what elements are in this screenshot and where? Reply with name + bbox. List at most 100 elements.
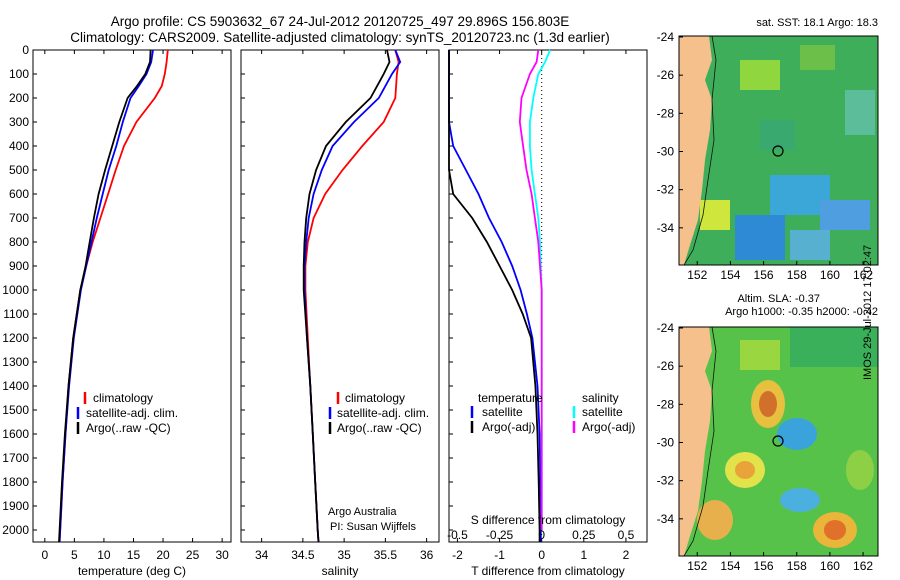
- x-tick-label: 1: [580, 548, 587, 562]
- sla-patch: [740, 340, 780, 370]
- lat-tick-label: -28: [657, 106, 675, 120]
- sst-map-land: [679, 36, 712, 265]
- sla-title-1: Altim. SLA: -0.37: [737, 293, 820, 305]
- depth-tick-label: 1200: [2, 331, 29, 345]
- depth-tick-label: 0: [22, 43, 29, 57]
- lat-tick-label: -34: [657, 512, 675, 526]
- argo-location-marker: [772, 145, 784, 157]
- series-line-satellite-adj-clim-: [58, 49, 154, 543]
- series-line-salinity-argo-adj-: [518, 49, 543, 530]
- x-tick-label: 34: [255, 548, 269, 562]
- difference-series: [448, 49, 551, 542]
- x-tick-label: 30: [215, 548, 229, 562]
- depth-tick-label: 300: [9, 115, 29, 129]
- sla-lon-axis: 152 154 156 158 160 162: [687, 552, 873, 573]
- lat-tick-label: -32: [657, 474, 675, 488]
- legend-label-t-satellite: satellite: [482, 405, 523, 419]
- legend-label-s-argo: Argo(-adj): [582, 420, 635, 434]
- depth-tick-label: 400: [9, 139, 29, 153]
- lon-tick-label: 160: [820, 559, 840, 573]
- sla-patch: [735, 461, 755, 479]
- s-diff-tick-label: -0.25: [486, 528, 514, 542]
- depth-tick-label: 1800: [2, 475, 29, 489]
- x-tick-label: -2: [452, 548, 463, 562]
- x-tick-label: 0: [41, 548, 48, 562]
- sla-patch: [759, 391, 777, 417]
- imos-timestamp: IMOS 29-Jul-2012 17:02:47: [862, 244, 874, 380]
- salinity-difference-x-axis: -0.5 -0.25 0 0.25 0.5: [447, 528, 635, 542]
- legend-label-satellite: satellite-adj. clim.: [86, 406, 178, 420]
- title-line-1: Argo profile: CS 5903632_67 24-Jul-2012 …: [111, 14, 570, 29]
- lon-tick-label: 158: [787, 268, 807, 282]
- series-line-climatology: [58, 49, 169, 543]
- lon-tick-label: 162: [853, 559, 873, 573]
- temperature-axis-label: temperature (deg C): [78, 564, 186, 578]
- sla-patch: [780, 488, 820, 512]
- sla-lat-axis: -24 -26 -28 -30 -32 -34: [657, 321, 683, 526]
- sst-patch: [820, 200, 870, 230]
- x-tick-label: -1: [494, 548, 505, 562]
- legend-label-argo: Argo(..raw -QC): [337, 421, 422, 435]
- sst-patch: [760, 120, 795, 150]
- lat-tick-label: -30: [657, 145, 675, 159]
- legend-label-argo: Argo(..raw -QC): [86, 421, 171, 435]
- org-note: Argo Australia: [328, 506, 397, 518]
- temperature-series: [58, 49, 169, 543]
- x-tick-label: 0: [538, 548, 545, 562]
- lat-tick-label: -34: [657, 221, 675, 235]
- depth-tick-label: 700: [9, 211, 29, 225]
- depth-tick-label: 1700: [2, 451, 29, 465]
- depth-tick-label: 1000: [2, 283, 29, 297]
- sst-lon-axis: 152 154 156 158 160 162: [687, 261, 873, 282]
- salinity-legend: climatology satellite-adj. clim. Argo(..…: [328, 391, 429, 435]
- legend-temperature-title: temperature: [478, 391, 543, 405]
- salinity-series: [302, 49, 402, 543]
- x-tick-label: 35: [337, 548, 351, 562]
- lon-tick-label: 158: [787, 559, 807, 573]
- sla-patch: [697, 500, 733, 540]
- x-tick-label: 20: [156, 548, 170, 562]
- sla-title-2: Argo h1000: -0.35 h2000: -0.42: [725, 306, 878, 318]
- sla-map-frame: [678, 326, 879, 557]
- argo-location-marker: [772, 435, 784, 447]
- legend-label-t-argo: Argo(-adj): [482, 420, 535, 434]
- lat-tick-label: -26: [657, 68, 675, 82]
- sla-map-contour: [683, 326, 717, 557]
- lon-tick-label: 156: [754, 559, 774, 573]
- lat-tick-label: -24: [657, 30, 675, 44]
- difference-x-axis: -2 -1 0 1 2: [452, 50, 630, 562]
- depth-tick-label: 900: [9, 259, 29, 273]
- lat-tick-label: -30: [657, 436, 675, 450]
- sla-patch: [824, 520, 846, 540]
- salinity-x-axis: 34 34.5 35 35.5 36: [255, 50, 434, 562]
- lat-tick-label: -24: [657, 321, 675, 335]
- lat-tick-label: -26: [657, 359, 675, 373]
- x-tick-label: 10: [97, 548, 111, 562]
- x-tick-label: 2: [623, 548, 630, 562]
- series-line-satellite-adj-clim-: [303, 49, 402, 543]
- sla-patch: [846, 450, 874, 490]
- lon-tick-label: 160: [820, 268, 840, 282]
- sla-map: Altim. SLA: -0.37 Argo h1000: -0.35 h200…: [657, 293, 879, 573]
- s-diff-tick-label: 0.25: [572, 528, 596, 542]
- sst-patch: [740, 60, 780, 90]
- salinity-panel-frame: [240, 49, 440, 543]
- difference-axis-label: T difference from climatology: [471, 564, 625, 578]
- pi-note: PI: Susan Wijffels: [330, 521, 416, 533]
- depth-tick-label: 1300: [2, 355, 29, 369]
- legend-label-satellite: satellite-adj. clim.: [337, 406, 429, 420]
- salinity-axis-label: salinity: [322, 564, 359, 578]
- temperature-panel-frame: [32, 49, 232, 543]
- sst-map: sat. SST: 18.1 Argo: 18.3 -24 -26 -28 -30 -3…: [657, 17, 879, 282]
- legend-label-climatology: climatology: [93, 391, 153, 405]
- sla-patch: [777, 418, 817, 450]
- lon-tick-label: 152: [687, 559, 707, 573]
- lat-tick-label: -28: [657, 397, 675, 411]
- difference-legend: temperature salinity satellite Argo(-adj…: [470, 391, 635, 434]
- sla-patch: [790, 327, 878, 367]
- x-tick-label: 15: [127, 548, 141, 562]
- depth-axis: 0 100 200 300 400 500 600 700 800 900 1000 1100 1200…: [2, 43, 453, 537]
- sla-map-land: [679, 327, 712, 556]
- depth-tick-label: 1400: [2, 379, 29, 393]
- sst-map-title: sat. SST: 18.1 Argo: 18.3: [756, 17, 878, 29]
